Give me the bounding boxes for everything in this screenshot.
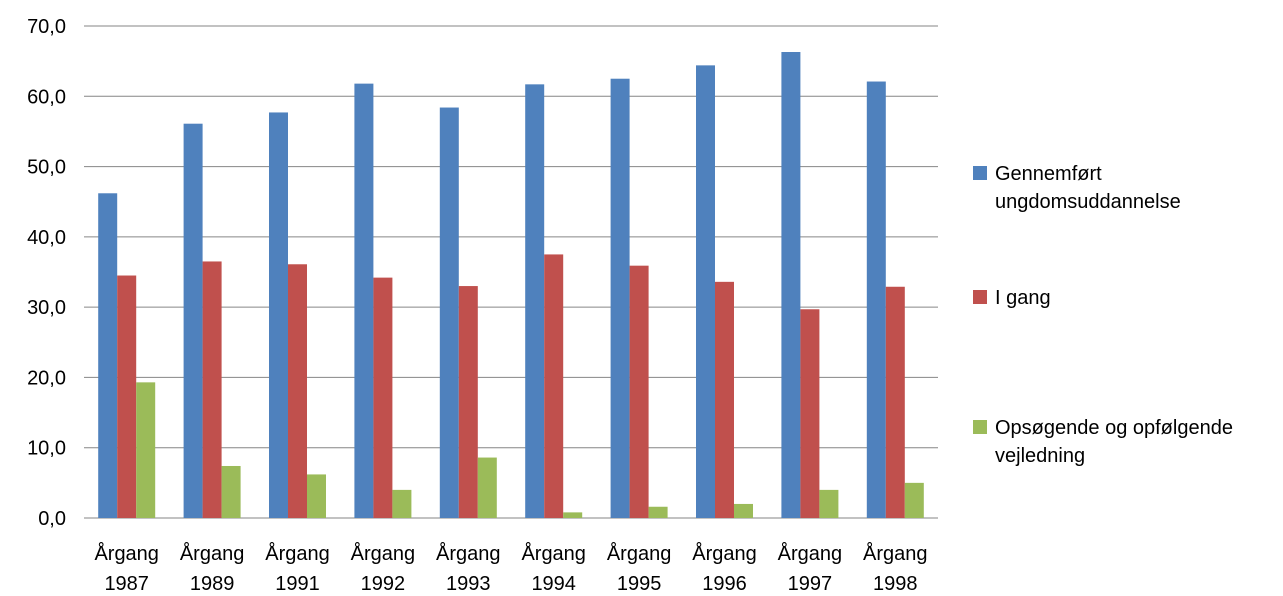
x-axis-tick-labels: Årgang 1987 Årgang 1989 Årgang 1991 Årgang 1992… (94, 542, 927, 595)
legend: Gennemført ungdomsuddannelse I gang Opsø… (973, 0, 1283, 596)
bar-2-5 (563, 512, 583, 518)
legend-swatch-i-gang (973, 290, 987, 304)
x-tick-label: Årgang 1992 (351, 542, 416, 595)
x-tick-label: Årgang 1998 (863, 542, 928, 595)
bar-2-3 (392, 489, 412, 518)
y-tick-label: 10,0 (27, 438, 66, 460)
bar-1-9 (885, 286, 905, 518)
bar-0-7 (696, 65, 715, 519)
y-tick-label: 40,0 (27, 227, 66, 249)
bar-2-2 (307, 474, 326, 518)
x-tick-label: Årgang 1996 (692, 542, 757, 595)
x-tick-label: Årgang 1997 (778, 542, 843, 595)
y-tick-label: 50,0 (27, 157, 66, 179)
bar-1-5 (544, 254, 564, 518)
bar-0-4 (439, 107, 459, 518)
bar-2-7 (734, 503, 753, 518)
legend-label-gennemfoert: Gennemført ungdomsuddannelse (995, 163, 1181, 213)
legend-swatch-gennemfoert (973, 166, 987, 180)
gridlines (84, 25, 938, 519)
x-tick-label: Årgang 1989 (180, 542, 245, 595)
bar-1-7 (715, 281, 734, 518)
x-tick-label: Årgang 1993 (436, 542, 501, 595)
bar-0-1 (183, 123, 203, 518)
bar-1-6 (629, 265, 649, 518)
bar-1-2 (288, 264, 307, 518)
bar-0-6 (610, 78, 630, 518)
bar-0-9 (866, 81, 886, 519)
legend-label-i-gang: I gang (995, 287, 1051, 309)
bars (98, 52, 924, 519)
legend-item-i-gang: I gang (973, 284, 1283, 312)
bar-2-9 (904, 482, 924, 518)
y-tick-label: 70,0 (27, 16, 66, 38)
legend-item-opsoegende: Opsøgende og opfølgende vejledning (973, 414, 1283, 470)
y-tick-label: 20,0 (27, 367, 66, 389)
x-tick-label: Årgang 1994 (521, 542, 586, 595)
bar-2-4 (477, 457, 497, 518)
bar-2-6 (648, 506, 668, 518)
legend-item-gennemfoert: Gennemført ungdomsuddannelse (973, 160, 1283, 216)
bar-0-2 (269, 112, 288, 519)
bar-chart: 0,0 10,0 20,0 30,0 40,0 50,0 60,0 70,0 Årgang 19… (27, 16, 938, 595)
x-tick-label: Årgang 1987 (94, 542, 159, 595)
y-axis-tick-labels: 0,0 10,0 20,0 30,0 40,0 50,0 60,0 70,0 (27, 16, 66, 530)
bar-0-0 (98, 193, 118, 518)
bar-0-3 (354, 83, 374, 519)
bar-2-8 (819, 489, 839, 518)
bar-0-8 (781, 52, 801, 519)
bar-2-1 (221, 465, 241, 518)
bar-0-5 (525, 84, 545, 518)
x-tick-label: Årgang 1991 (265, 542, 330, 595)
legend-label-opsoegende: Opsøgende og opfølgende vejledning (995, 417, 1233, 467)
x-tick-label: Årgang 1995 (607, 542, 672, 595)
y-tick-label: 0,0 (38, 508, 66, 530)
bar-1-3 (373, 277, 393, 518)
bar-1-0 (117, 275, 137, 518)
y-tick-label: 60,0 (27, 86, 66, 108)
bar-1-4 (458, 286, 478, 518)
y-tick-label: 30,0 (27, 297, 66, 319)
legend-swatch-opsoegende (973, 420, 987, 434)
bar-1-8 (800, 309, 820, 518)
bar-2-0 (136, 382, 156, 518)
bar-1-1 (202, 261, 222, 518)
